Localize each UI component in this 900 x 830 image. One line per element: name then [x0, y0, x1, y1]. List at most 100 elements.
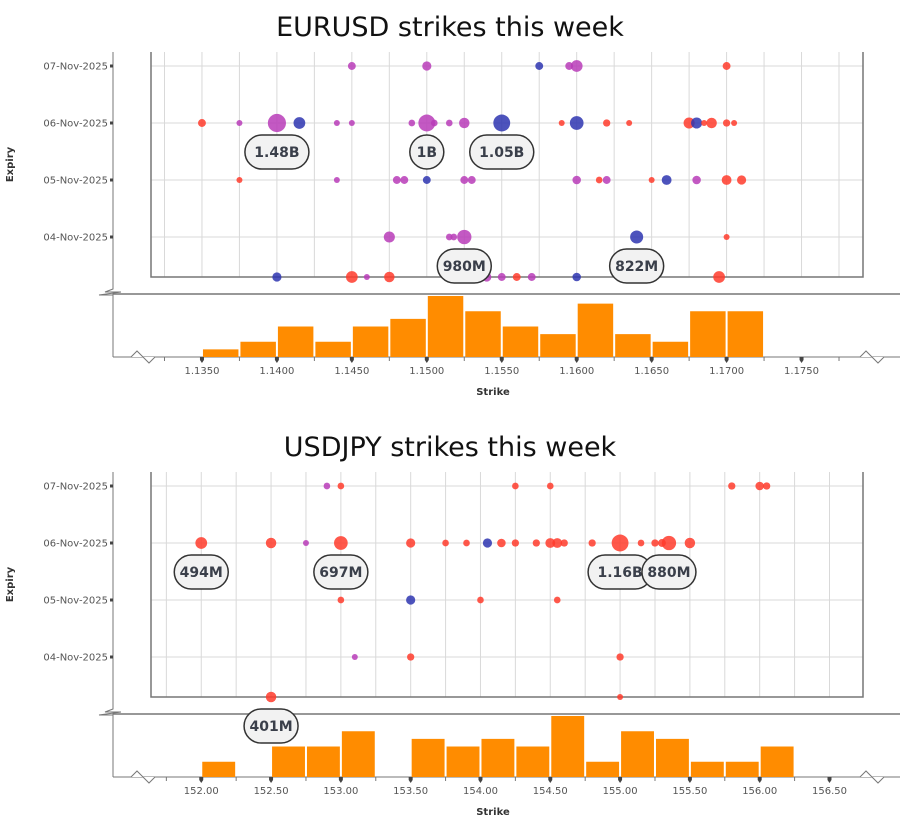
scatter-point	[572, 272, 581, 282]
histogram-bar	[621, 731, 654, 777]
value-label-box	[409, 134, 445, 170]
scatter-point	[611, 534, 629, 552]
x-tick-mark	[757, 777, 762, 783]
value-label-box	[436, 248, 493, 284]
histogram-bar	[411, 738, 445, 777]
value-label: 1.16B	[587, 554, 653, 590]
scatter-point	[661, 535, 677, 551]
x-tick-label: 153.00	[323, 786, 358, 797]
y-tick-label: 07-Nov-2025	[43, 62, 108, 73]
x-tick-mark	[269, 777, 274, 783]
scatter-point	[617, 694, 624, 700]
x-tick-mark	[199, 357, 204, 363]
histogram-bar	[690, 761, 724, 777]
scatter-point	[406, 595, 416, 605]
value-label: 1.05B	[469, 134, 535, 170]
scatter-point	[588, 539, 596, 547]
x-tick-mark	[724, 357, 729, 363]
histogram-bar	[652, 341, 689, 357]
scatter-point	[363, 274, 370, 280]
scatter-point	[236, 177, 243, 183]
scatter-point	[460, 176, 469, 184]
x-tick-label: 1.1550	[484, 366, 519, 377]
value-label: 1B	[409, 134, 445, 170]
value-label: 980M	[436, 248, 493, 284]
axis-break-marker	[130, 350, 156, 364]
histogram-bar	[502, 326, 539, 357]
scatter-point	[459, 117, 470, 129]
x-axis-title: Strike	[476, 387, 510, 398]
value-labels: 1.48B 1B 1.05B 980M 822M	[244, 134, 665, 284]
histogram-bar	[202, 349, 239, 357]
y-tick-label: 04-Nov-2025	[43, 233, 108, 244]
scatter-point	[333, 120, 340, 126]
x-tick-label: 155.00	[603, 786, 638, 797]
y-tick-mark	[110, 541, 113, 545]
x-tick-mark	[478, 777, 483, 783]
scatter-point	[527, 273, 536, 281]
value-label-box	[641, 554, 697, 590]
value-label-text: 494M	[180, 565, 223, 581]
scatter-point	[535, 62, 544, 70]
histogram-bar	[690, 311, 726, 357]
plot-frame	[150, 472, 864, 698]
scatter-point	[651, 539, 659, 547]
y-tick-mark	[110, 64, 113, 68]
scatter-point	[422, 61, 432, 71]
x-tick-mark	[574, 357, 579, 363]
value-label-text: 880M	[647, 565, 690, 581]
histogram-bar	[277, 326, 314, 357]
scatter-point	[272, 272, 282, 282]
scatter-point	[497, 538, 506, 548]
histogram-bar	[240, 341, 276, 357]
x-tick-label: 155.50	[672, 786, 707, 797]
y-tick-label: 07-Nov-2025	[43, 482, 108, 493]
scatter-point	[572, 175, 581, 185]
scatter-point	[511, 539, 520, 547]
scatter-point	[722, 119, 731, 127]
scatter-point	[348, 120, 355, 126]
value-label-text: 822M	[615, 259, 658, 275]
x-tick-label: 156.50	[812, 786, 847, 797]
value-label-text: 1.05B	[479, 145, 524, 161]
x-tick-label: 153.50	[393, 786, 428, 797]
scatter-point	[195, 537, 208, 549]
x-tick-label: 152.50	[254, 786, 289, 797]
scatter-point	[570, 60, 583, 72]
usdjpy-chart: USDJPY strikes this week 04-Nov-2025 05-N…	[0, 420, 900, 830]
chart-title: EURUSD strikes this week	[276, 12, 624, 43]
value-label-text: 401M	[249, 719, 292, 735]
x-tick-mark	[338, 777, 343, 783]
scatter-point	[637, 539, 645, 547]
histogram-bar	[427, 296, 464, 357]
scatter-point	[267, 113, 286, 133]
value-label-box	[608, 248, 665, 284]
x-tick-mark	[274, 357, 279, 363]
scatter-point	[560, 539, 568, 547]
histogram-bar	[306, 746, 340, 777]
scatter-point	[347, 62, 356, 70]
scatter-point	[383, 231, 395, 243]
scatter-point	[457, 229, 472, 245]
scatter-point	[713, 271, 725, 283]
value-label-text: 1.16B	[597, 565, 642, 581]
value-label: 494M	[173, 554, 230, 590]
histogram-bar	[465, 311, 501, 357]
scatter-point	[731, 120, 738, 126]
histogram-bar	[615, 334, 651, 357]
y-axis-title: Expiry	[5, 146, 16, 182]
x-tick-label: 1.1700	[709, 366, 744, 377]
x-tick-mark	[687, 777, 692, 783]
histogram-bar	[516, 746, 550, 777]
scatter-points	[195, 481, 771, 703]
scatter-point	[493, 114, 511, 132]
histogram-bar	[390, 318, 426, 357]
histogram-bar	[352, 326, 389, 357]
scatter-point	[384, 271, 395, 283]
scatter-point	[407, 653, 415, 661]
scatter-point	[497, 273, 506, 281]
scatter-point	[408, 119, 416, 127]
scatter-point	[603, 119, 611, 127]
histogram-bar	[446, 746, 480, 777]
value-label-text: 1B	[417, 145, 437, 161]
